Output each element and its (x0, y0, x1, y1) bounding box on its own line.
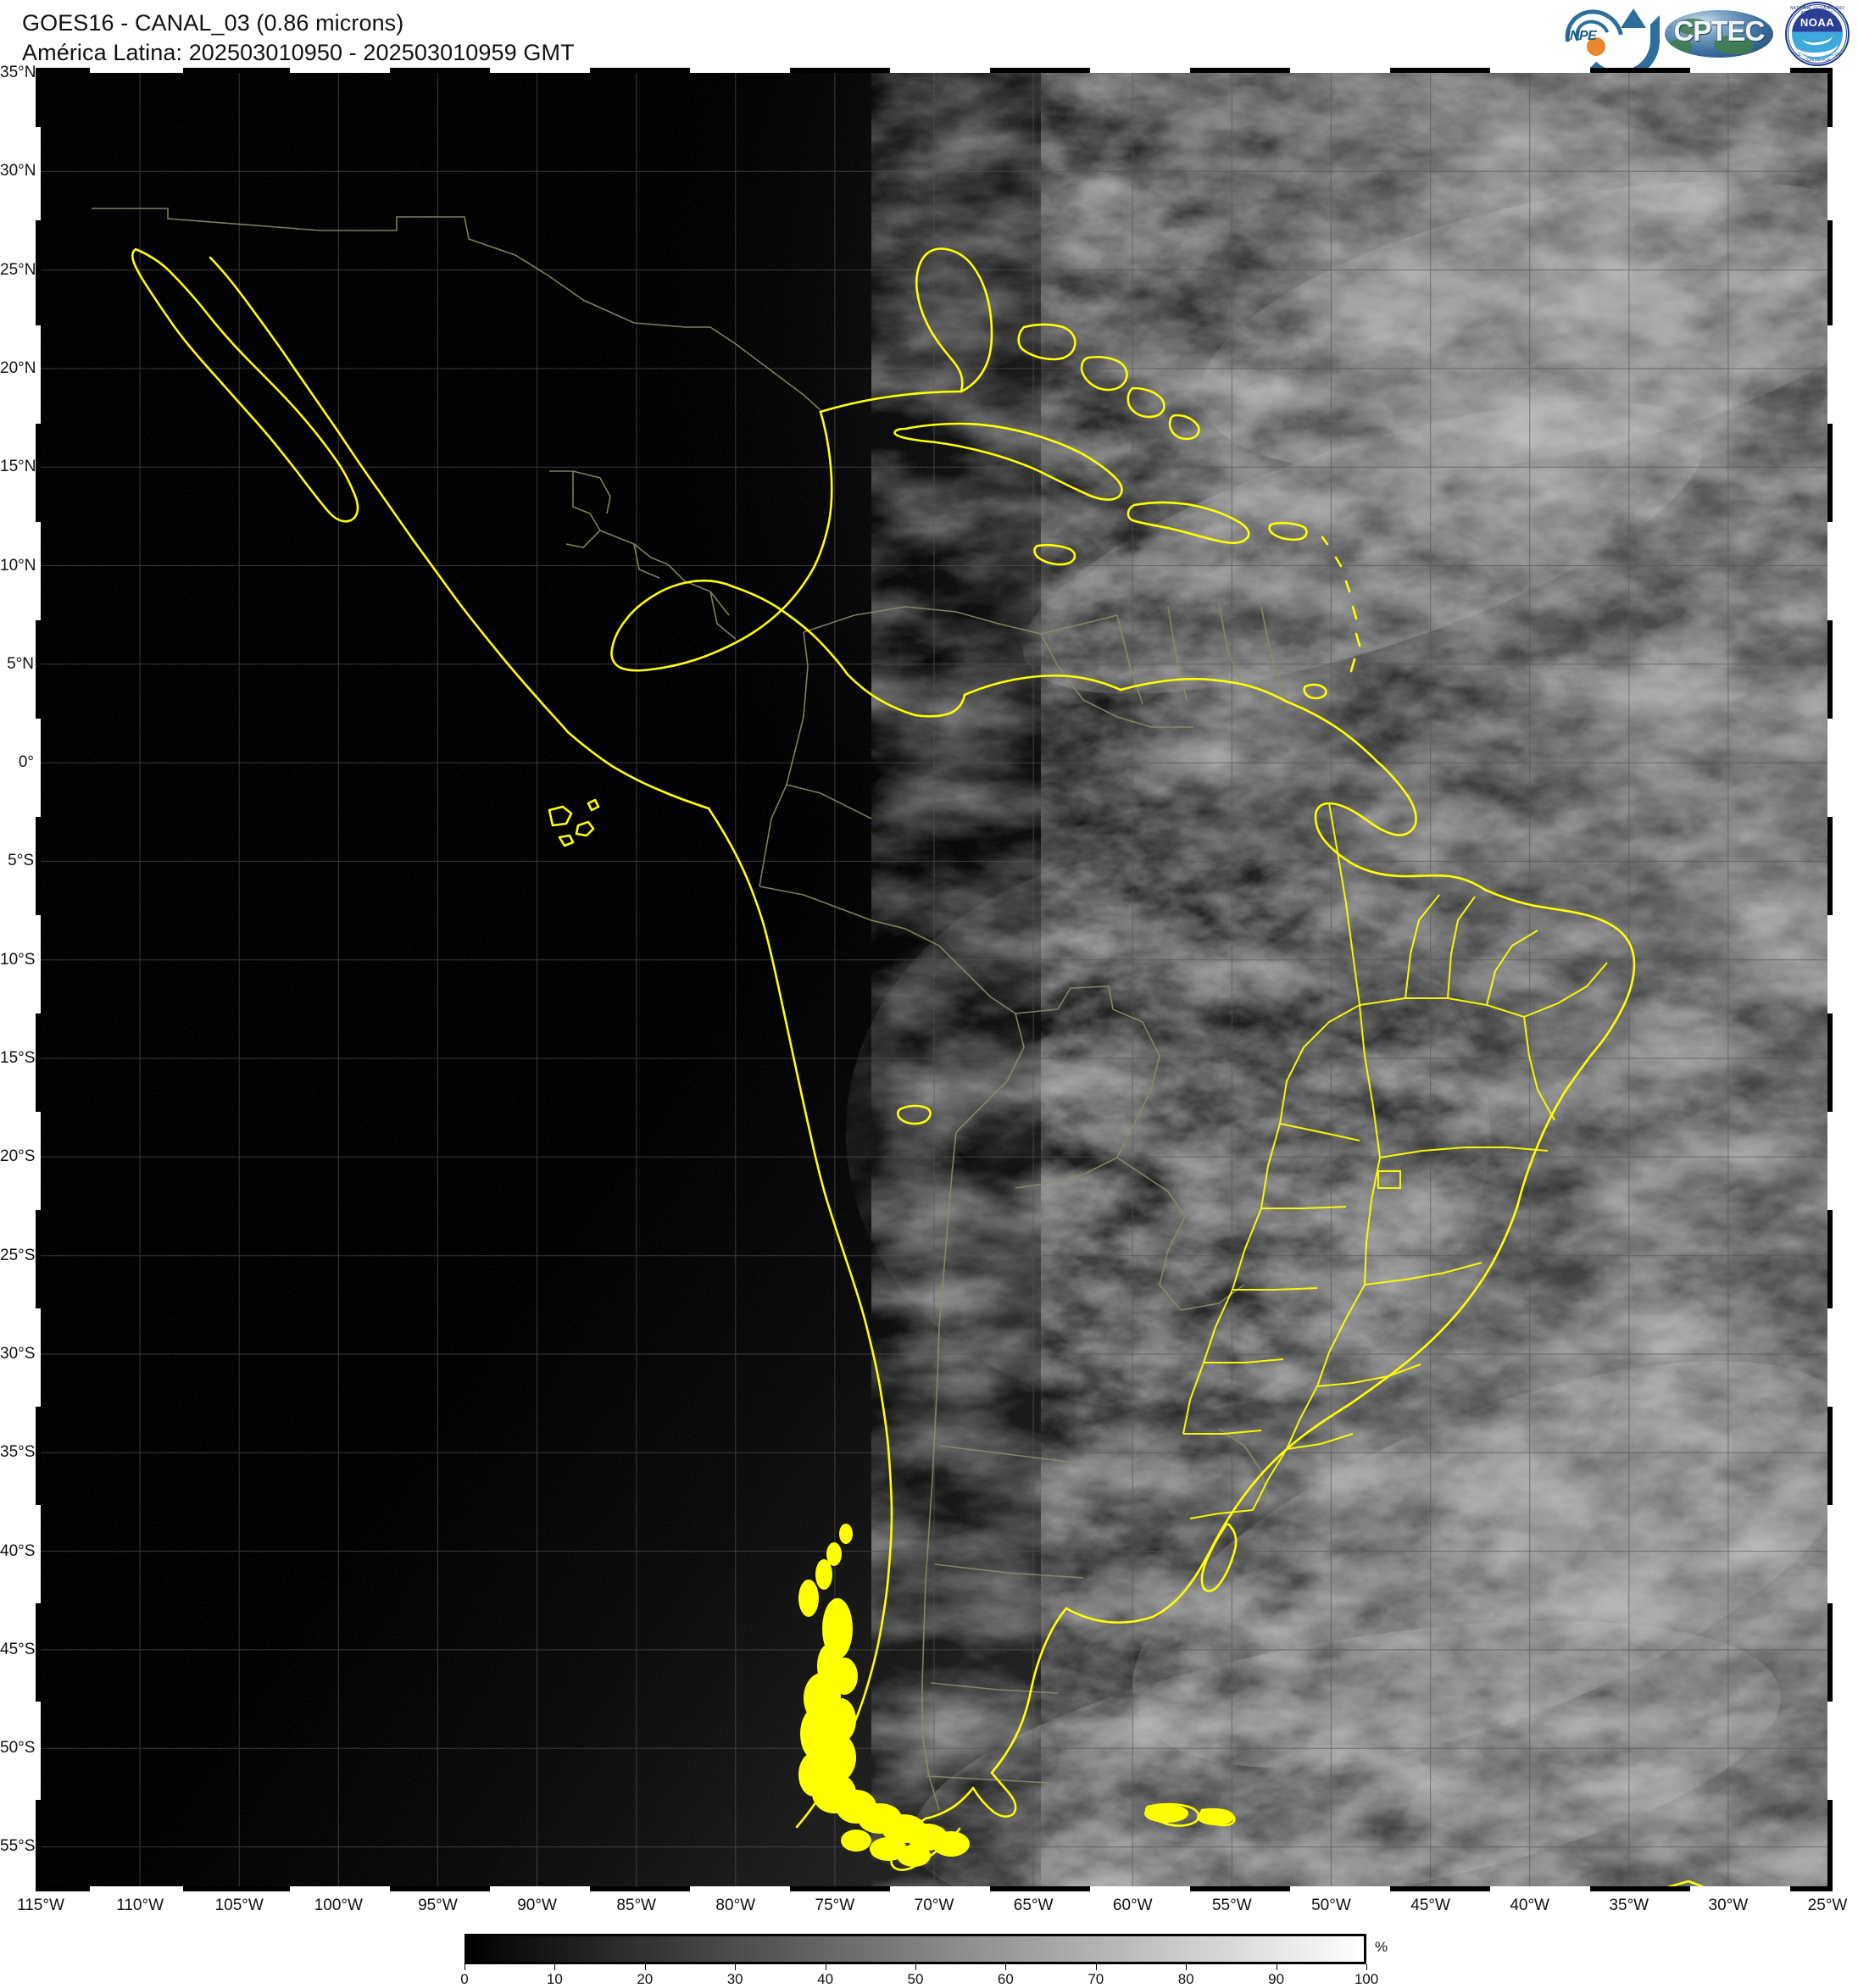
lon-tick-label: 80°W (715, 1896, 756, 1914)
graticule (41, 73, 1827, 1886)
cptec-logo: CPTEC (1665, 8, 1773, 59)
logo-group: INPE CPTEC NATIONAL OCEANIC AND ATMOSPHE… (1554, 0, 1850, 80)
cptec-globe-icon (1665, 10, 1773, 58)
lon-tick-label: 85°W (616, 1896, 656, 1914)
colorbar-tick-label: 100 (1354, 1971, 1379, 1987)
inpe-orange-dot-icon (1587, 37, 1605, 56)
noaa-seal-icon (1792, 8, 1843, 59)
lat-tick-label: 45°S (0, 1640, 36, 1658)
colorbar-tick (1366, 1964, 1367, 1970)
lon-tick-label: 75°W (815, 1896, 855, 1914)
header-bar: GOES16 - CANAL_03 (0.86 microns) América… (0, 0, 1858, 80)
lon-tick-label: 35°W (1609, 1896, 1649, 1914)
patagonia-archipelago (798, 1524, 970, 1867)
noaa-logo-text: NOAA (1800, 16, 1835, 29)
lon-tick-label: 90°W (517, 1896, 557, 1914)
lon-tick-label: 45°W (1410, 1896, 1450, 1914)
product-title-line1: GOES16 - CANAL_03 (0.86 microns) (22, 10, 404, 36)
lon-tick-label: 65°W (1013, 1896, 1054, 1914)
colorbar-tick-label: 90 (1268, 1971, 1285, 1987)
satellite-map[interactable] (36, 68, 1833, 1891)
colorbar-tick (554, 1964, 556, 1970)
colorbar-tick (915, 1964, 916, 1970)
lon-tick-label: 110°W (116, 1896, 164, 1914)
lon-tick-label: 100°W (314, 1896, 363, 1914)
colorbar-tick (644, 1964, 646, 1970)
inpe-arrow-icon (1621, 8, 1646, 28)
noaa-inner-ring-icon (1788, 4, 1847, 64)
lat-tick-label: 15°S (0, 1049, 36, 1068)
lat-tick-label: 20°N (0, 358, 36, 377)
lat-tick-label: 15°N (0, 458, 36, 476)
lat-tick-label: 55°S (0, 1837, 36, 1856)
product-title-line2: América Latina: 202503010950 - 202503010… (22, 40, 575, 66)
lon-tick-label: 25°W (1807, 1896, 1848, 1914)
inpe-logo: INPE (1554, 0, 1660, 80)
lon-tick-label: 115°W (17, 1896, 64, 1914)
coastlines (131, 247, 1704, 1886)
colorbar-tick-label: 60 (997, 1971, 1014, 1987)
colorbar-tick (1095, 1964, 1097, 1970)
colorbar-tick (1186, 1964, 1188, 1970)
inpe-logo-text: INPE (1566, 29, 1597, 43)
lat-tick-label: 10°N (0, 556, 36, 575)
brazil-state-borders (1182, 802, 1608, 1519)
colorbar-tick-label: 80 (1177, 1971, 1194, 1987)
lat-tick-label: 10°S (0, 950, 36, 969)
lon-tick-label: 40°W (1510, 1896, 1549, 1914)
lat-tick-label: 25°S (0, 1246, 36, 1264)
cptec-logo-text: CPTEC (1673, 15, 1766, 47)
colorbar-tick-label: 0 (460, 1971, 469, 1987)
country-borders (92, 208, 1288, 1811)
lat-tick-label: 0° (18, 753, 34, 772)
colorbar-tick (735, 1964, 737, 1970)
colorbar-tick-label: 50 (907, 1971, 924, 1987)
lat-tick-label: 35°S (0, 1443, 36, 1462)
lon-tick-label: 55°W (1211, 1896, 1252, 1914)
lat-tick-label: 35°N (0, 64, 36, 81)
colorbar-tick-label: 10 (546, 1971, 563, 1987)
lat-tick-label: 50°S (0, 1739, 36, 1758)
lat-tick-label: 30°N (0, 162, 36, 180)
title-block: GOES16 - CANAL_03 (0.86 microns) América… (22, 8, 575, 68)
colorbar-tick (464, 1964, 465, 1970)
lon-tick-label: 105°W (214, 1896, 264, 1914)
lon-tick-label: 95°W (418, 1896, 458, 1914)
lon-tick-label: 70°W (914, 1896, 954, 1914)
colorbar-tick-label: 20 (637, 1971, 654, 1987)
colorbar-unit-label: % (1375, 1939, 1388, 1955)
lat-tick-label: 5°S (8, 852, 34, 870)
satellite-raster (41, 73, 1827, 1886)
lon-tick-label: 50°W (1311, 1896, 1351, 1914)
noaa-logo: NATIONAL OCEANIC AND ATMOSPHERIC ADMINIS… (1785, 2, 1850, 66)
lon-tick-label: 60°W (1112, 1896, 1153, 1914)
colorbar: % 0 10 20 30 40 50 60 70 80 90 100 (460, 1934, 1388, 1987)
lat-tick-label: 20°S (0, 1147, 36, 1166)
colorbar-gradient (464, 1934, 1366, 1964)
lat-tick-label: 30°S (0, 1344, 36, 1363)
lat-tick-label: 25°N (0, 260, 36, 279)
colorbar-tick (1005, 1964, 1007, 1970)
lat-tick-label: 5°N (7, 654, 34, 673)
colorbar-tick-label: 40 (817, 1971, 834, 1987)
satellite-image-canvas[interactable] (41, 73, 1827, 1886)
lon-tick-label: 30°W (1708, 1896, 1749, 1914)
colorbar-tick-label: 70 (1088, 1971, 1104, 1987)
lat-tick-label: 40°S (0, 1541, 36, 1560)
colorbar-tick-label: 30 (726, 1971, 743, 1987)
